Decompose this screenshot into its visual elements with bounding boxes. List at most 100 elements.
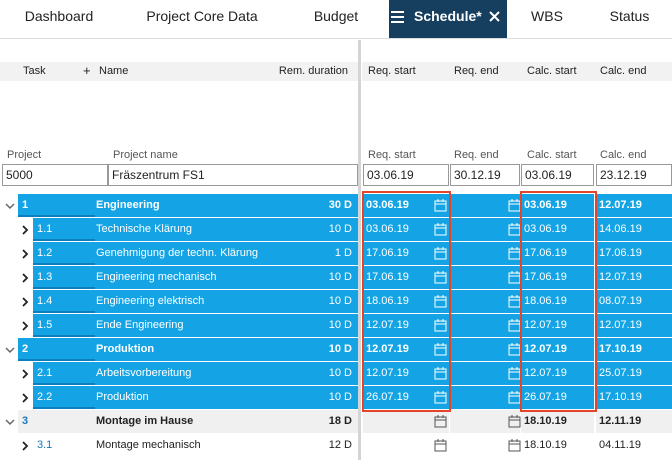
menu-icon[interactable] bbox=[391, 10, 405, 24]
date-cell-bg[interactable] bbox=[521, 410, 594, 433]
task-name: Arbeitsvorbereitung bbox=[96, 367, 192, 379]
date-cell-bg[interactable] bbox=[596, 314, 672, 337]
date-cell-bg[interactable] bbox=[521, 242, 594, 265]
date-cell-bg[interactable] bbox=[363, 194, 449, 217]
expand-chevron[interactable] bbox=[20, 369, 30, 379]
date-cell-bg[interactable] bbox=[596, 194, 672, 217]
calendar-icon[interactable] bbox=[508, 391, 521, 404]
date-cell-bg[interactable] bbox=[596, 338, 672, 361]
project-field[interactable]: 03.06.19 bbox=[363, 164, 449, 186]
calendar-icon[interactable] bbox=[434, 271, 447, 284]
calendar-icon[interactable] bbox=[434, 199, 447, 212]
project-field[interactable]: Fräszentrum FS1 bbox=[108, 164, 358, 186]
id-cell-bg bbox=[33, 290, 95, 313]
date-cell-bg[interactable] bbox=[450, 410, 520, 433]
collapse-chevron[interactable] bbox=[5, 417, 15, 427]
tab[interactable]: Project Core Data bbox=[146, 8, 258, 24]
calendar-icon[interactable] bbox=[508, 415, 521, 428]
date-cell-bg[interactable] bbox=[596, 434, 672, 457]
row-bg[interactable] bbox=[33, 242, 358, 265]
date-cell-bg[interactable] bbox=[450, 386, 520, 409]
expand-chevron[interactable] bbox=[20, 273, 30, 283]
row-bg[interactable] bbox=[18, 338, 358, 361]
date-cell-bg[interactable] bbox=[521, 194, 594, 217]
date-cell-bg[interactable] bbox=[596, 266, 672, 289]
date-cell-bg[interactable] bbox=[596, 362, 672, 385]
row-bg[interactable] bbox=[33, 218, 358, 241]
date-cell-bg[interactable] bbox=[596, 242, 672, 265]
calendar-icon[interactable] bbox=[434, 367, 447, 380]
date-cell-bg[interactable] bbox=[363, 386, 449, 409]
tab[interactable]: Budget bbox=[313, 8, 359, 24]
date-cell-bg[interactable] bbox=[521, 266, 594, 289]
panel-splitter[interactable] bbox=[358, 40, 361, 460]
date-cell-bg[interactable] bbox=[521, 338, 594, 361]
calendar-icon[interactable] bbox=[434, 415, 447, 428]
row-bg[interactable] bbox=[18, 410, 358, 433]
tab[interactable]: WBS bbox=[531, 8, 563, 24]
calendar-icon[interactable] bbox=[434, 343, 447, 356]
calendar-icon[interactable] bbox=[434, 391, 447, 404]
tab-active-bg[interactable] bbox=[389, 0, 507, 38]
date-cell-bg[interactable] bbox=[363, 266, 449, 289]
date-cell-bg[interactable] bbox=[450, 434, 520, 457]
close-icon[interactable] bbox=[489, 11, 500, 22]
calendar-icon[interactable] bbox=[434, 439, 447, 452]
tab[interactable]: Dashboard bbox=[24, 8, 94, 24]
collapse-chevron[interactable] bbox=[5, 345, 15, 355]
row-bg[interactable] bbox=[18, 194, 358, 217]
date-cell-bg[interactable] bbox=[450, 338, 520, 361]
date-cell-bg[interactable] bbox=[450, 266, 520, 289]
date-cell-bg[interactable] bbox=[363, 290, 449, 313]
date-cell-bg[interactable] bbox=[450, 362, 520, 385]
date-cell-bg[interactable] bbox=[450, 314, 520, 337]
date-cell-bg[interactable] bbox=[363, 242, 449, 265]
date-cell-bg[interactable] bbox=[521, 218, 594, 241]
calendar-icon[interactable] bbox=[434, 247, 447, 260]
date-cell-bg[interactable] bbox=[596, 410, 672, 433]
date-cell-bg[interactable] bbox=[363, 362, 449, 385]
expand-chevron[interactable] bbox=[20, 249, 30, 259]
date-cell-bg[interactable] bbox=[521, 434, 594, 457]
date-cell-bg[interactable] bbox=[521, 314, 594, 337]
date-cell-bg[interactable] bbox=[363, 434, 449, 457]
row-bg[interactable] bbox=[33, 314, 358, 337]
row-bg[interactable] bbox=[33, 386, 358, 409]
date-cell-bg[interactable] bbox=[596, 218, 672, 241]
project-field[interactable]: 5000 bbox=[2, 164, 108, 186]
project-field[interactable]: 23.12.19 bbox=[596, 164, 672, 186]
column-header[interactable]: + bbox=[83, 63, 91, 78]
date-cell-bg[interactable] bbox=[363, 410, 449, 433]
calendar-icon[interactable] bbox=[508, 439, 521, 452]
date-cell-bg[interactable] bbox=[450, 290, 520, 313]
expand-chevron[interactable] bbox=[20, 225, 30, 235]
tab[interactable]: Schedule* bbox=[414, 8, 482, 24]
row-bg[interactable] bbox=[33, 266, 358, 289]
task-duration: 10 D bbox=[328, 271, 352, 283]
date-cell-bg[interactable] bbox=[521, 386, 594, 409]
date-cell-bg[interactable] bbox=[521, 362, 594, 385]
calendar-icon[interactable] bbox=[434, 295, 447, 308]
calendar-icon[interactable] bbox=[434, 319, 447, 332]
date-cell-bg[interactable] bbox=[596, 290, 672, 313]
date-cell-bg[interactable] bbox=[450, 242, 520, 265]
date-cell-bg[interactable] bbox=[363, 314, 449, 337]
date-cell-bg[interactable] bbox=[450, 218, 520, 241]
collapse-chevron[interactable] bbox=[5, 201, 15, 211]
row-bg[interactable] bbox=[33, 362, 358, 385]
expand-chevron[interactable] bbox=[20, 321, 30, 331]
date-cell-bg[interactable] bbox=[450, 194, 520, 217]
date-cell-bg[interactable] bbox=[521, 290, 594, 313]
tab[interactable]: Status bbox=[609, 8, 650, 24]
row-bg[interactable] bbox=[33, 434, 358, 457]
expand-chevron[interactable] bbox=[20, 441, 30, 451]
date-cell-bg[interactable] bbox=[596, 386, 672, 409]
expand-chevron[interactable] bbox=[20, 393, 30, 403]
expand-chevron[interactable] bbox=[20, 297, 30, 307]
project-field[interactable]: 03.06.19 bbox=[521, 164, 594, 186]
date-cell-bg[interactable] bbox=[363, 338, 449, 361]
row-bg[interactable] bbox=[33, 290, 358, 313]
project-field[interactable]: 30.12.19 bbox=[450, 164, 520, 186]
date-cell-bg[interactable] bbox=[363, 218, 449, 241]
calendar-icon[interactable] bbox=[434, 223, 447, 236]
